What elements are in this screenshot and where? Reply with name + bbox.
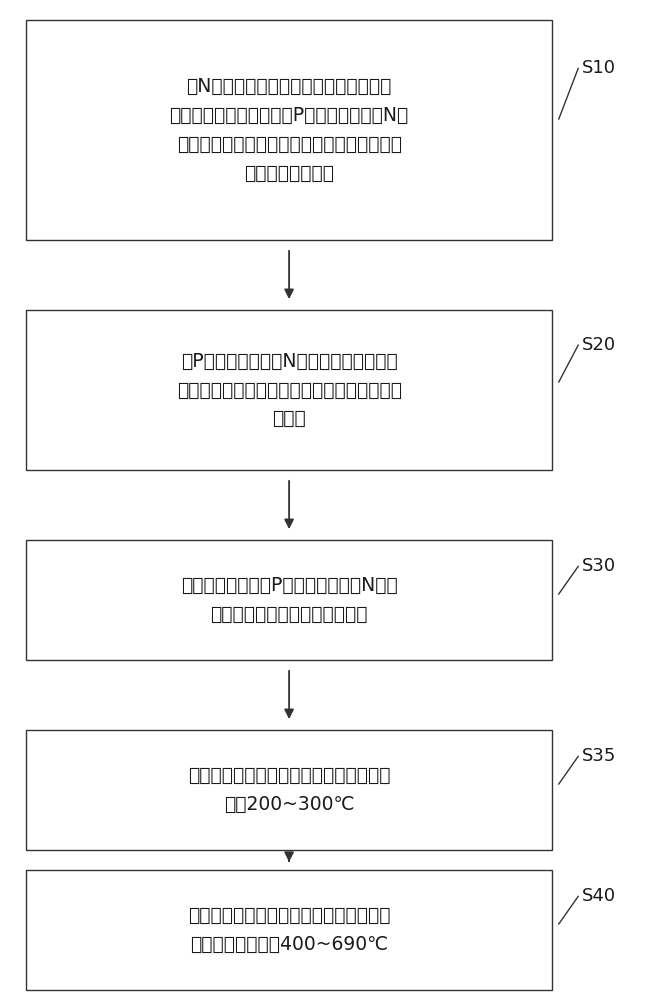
Bar [26, 540, 552, 660]
Bar [26, 310, 552, 470]
Text: S10: S10 [581, 59, 616, 77]
Text: 在P型掺杂多晶硅及N型掺杂多晶硅对应印
刷栅线位置利用激光消融方式刻蚀钝化层以形
成凹槽: 在P型掺杂多晶硅及N型掺杂多晶硅对应印 刷栅线位置利用激光消融方式刻蚀钝化层以形… [176, 352, 402, 428]
Text: 将完成丝网印刷的硅片进行烘干，烘干温
度为200~300℃: 将完成丝网印刷的硅片进行烘干，烘干温 度为200~300℃ [188, 766, 390, 814]
Text: 利用银浆一次性在P型掺杂多晶硅及N型掺
杂多晶硅对应凹槽丝网印刷栅线: 利用银浆一次性在P型掺杂多晶硅及N型掺 杂多晶硅对应凹槽丝网印刷栅线 [181, 576, 397, 624]
Text: S40: S40 [581, 887, 616, 905]
Text: S30: S30 [581, 557, 616, 575]
Bar [26, 20, 552, 240]
Text: 将完成丝网印刷的硅片低温烧结得到电池
成品，烧结温度为400~690℃: 将完成丝网印刷的硅片低温烧结得到电池 成品，烧结温度为400~690℃ [188, 906, 390, 954]
Text: S35: S35 [581, 747, 616, 765]
Bar [26, 730, 552, 850]
Bar [26, 870, 552, 990]
Text: 将N型单晶硅片进行制绒、抛光、背面生
长隧穿氧化层、背面沉积P型掺杂多晶硅及N型
掺杂多晶硅、正面磷扩散、正面沉积减反射层
、背面沉积钝化层: 将N型单晶硅片进行制绒、抛光、背面生 长隧穿氧化层、背面沉积P型掺杂多晶硅及N型… [169, 77, 409, 183]
Text: S20: S20 [581, 336, 616, 354]
